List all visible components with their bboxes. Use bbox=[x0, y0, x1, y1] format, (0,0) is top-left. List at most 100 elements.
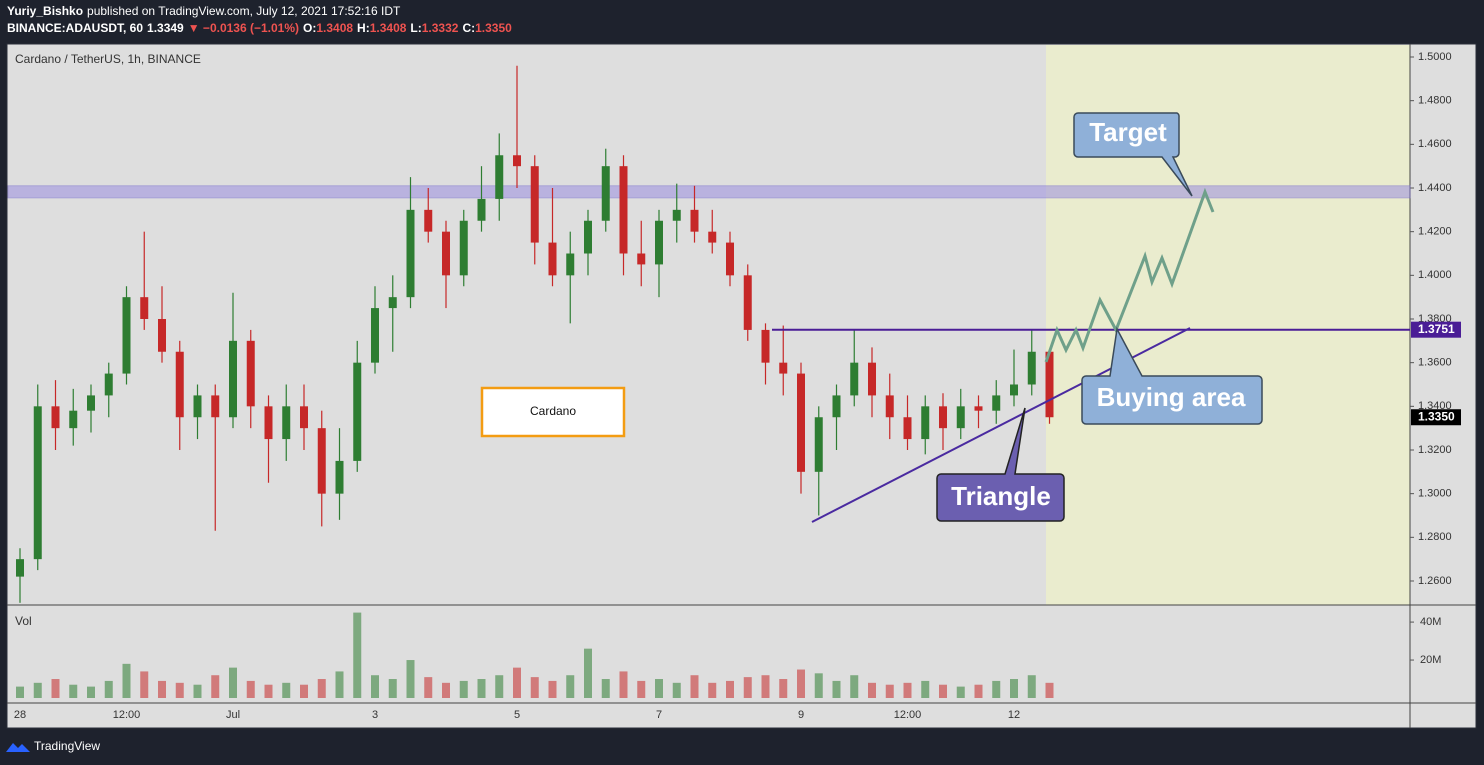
y-tick-label: 1.2800 bbox=[1418, 531, 1452, 543]
volume-bar bbox=[300, 684, 308, 698]
candle-body bbox=[229, 340, 237, 418]
volume-bar bbox=[566, 675, 575, 698]
change: ▼ −0.0136 (−1.01%) bbox=[188, 21, 299, 35]
ohlc-value: 1.3408 bbox=[370, 21, 407, 35]
volume-bar bbox=[87, 686, 95, 698]
volume-bar bbox=[371, 675, 379, 698]
candle-body bbox=[69, 410, 78, 429]
candle-body bbox=[868, 362, 876, 396]
candle-body bbox=[761, 329, 770, 363]
volume-bar bbox=[743, 677, 752, 698]
candle-body bbox=[158, 318, 166, 352]
volume-bar bbox=[442, 682, 450, 698]
candle-body bbox=[921, 406, 930, 440]
callout-text: Triangle bbox=[951, 481, 1051, 511]
volume-bar bbox=[353, 612, 362, 698]
volume-bar bbox=[548, 680, 557, 698]
y-tick-label: 1.3600 bbox=[1418, 357, 1452, 369]
cardano-label: Cardano bbox=[530, 404, 576, 418]
volume-bar bbox=[1045, 682, 1054, 698]
price-label-bg bbox=[1411, 321, 1461, 338]
volume-bar bbox=[33, 682, 42, 698]
candle-body bbox=[619, 166, 628, 254]
volume-bar bbox=[530, 677, 539, 698]
chart-title: Cardano / TetherUS, 1h, BINANCE bbox=[15, 52, 201, 66]
x-tick-label: 5 bbox=[514, 709, 520, 721]
volume-bar bbox=[406, 660, 415, 698]
candle-body bbox=[566, 253, 575, 276]
candle-body bbox=[353, 362, 362, 461]
candle-body bbox=[477, 198, 486, 221]
ohlc-value: 1.3408 bbox=[316, 21, 353, 35]
candle-body bbox=[726, 242, 734, 276]
y-tick-label: 1.3200 bbox=[1418, 444, 1452, 456]
candle-body bbox=[797, 373, 805, 472]
volume-bar bbox=[282, 682, 291, 698]
volume-bar bbox=[104, 680, 113, 698]
candle-body bbox=[584, 220, 592, 254]
volume-bar bbox=[708, 682, 717, 698]
callout-text: Buying area bbox=[1097, 382, 1246, 412]
volume-bar bbox=[761, 675, 770, 698]
volume-bar bbox=[264, 684, 273, 698]
volume-bar bbox=[921, 680, 930, 698]
x-tick-label: 12:00 bbox=[113, 709, 141, 721]
author: Yuriy_Bishko bbox=[7, 4, 83, 18]
volume-bar bbox=[69, 684, 78, 698]
candle-body bbox=[495, 155, 504, 199]
candle-body bbox=[992, 395, 1001, 411]
candle-body bbox=[388, 297, 397, 309]
candle-body bbox=[317, 428, 326, 494]
triangle-callout bbox=[936, 407, 1065, 522]
candle-body bbox=[672, 209, 681, 221]
volume-bar bbox=[939, 684, 947, 698]
volume-bar bbox=[122, 663, 131, 698]
volume-bar bbox=[850, 675, 859, 698]
candle-body bbox=[193, 395, 202, 418]
x-tick-label: 28 bbox=[14, 709, 26, 721]
candle-body bbox=[601, 166, 610, 221]
candle-body bbox=[51, 406, 60, 429]
candle-body bbox=[424, 209, 433, 232]
candle-body bbox=[300, 406, 308, 429]
ohlc-value: 1.3332 bbox=[422, 21, 459, 35]
volume-bar bbox=[956, 686, 965, 698]
y-tick-label: 1.4800 bbox=[1418, 95, 1452, 107]
candle-body bbox=[885, 395, 894, 418]
candle-body bbox=[814, 417, 823, 472]
y-tick-label: 20M bbox=[1420, 654, 1441, 666]
y-tick-label: 40M bbox=[1420, 616, 1441, 628]
candle-body bbox=[1027, 351, 1036, 385]
y-tick-label: 1.3000 bbox=[1418, 488, 1452, 500]
projection-path bbox=[1044, 187, 1215, 363]
volume-bar bbox=[424, 677, 433, 698]
volume-bar bbox=[158, 680, 166, 698]
x-tick-label: 12 bbox=[1008, 709, 1020, 721]
candle-body bbox=[939, 406, 947, 429]
volume-bar bbox=[779, 679, 788, 698]
cardano-label-box bbox=[480, 386, 626, 438]
candle-body bbox=[175, 351, 184, 418]
volume-bar bbox=[16, 686, 24, 698]
volume-bar bbox=[229, 667, 237, 698]
buying-callout bbox=[1081, 326, 1263, 425]
volume-bar bbox=[832, 680, 841, 698]
target-callout bbox=[1073, 112, 1193, 197]
candle-body bbox=[690, 209, 699, 232]
y-tick-label: 1.4000 bbox=[1418, 269, 1452, 281]
volume-bar bbox=[1010, 679, 1018, 698]
candle-body bbox=[779, 362, 788, 374]
x-tick-label: Jul bbox=[226, 709, 240, 721]
volume-bar bbox=[495, 675, 504, 698]
volume-bar bbox=[814, 673, 823, 698]
candle-body bbox=[530, 166, 539, 243]
symbol-line: BINANCE:ADAUSDT, 60 1.3349 ▼ −0.0136 (−1.0… bbox=[7, 21, 512, 35]
candle-body bbox=[246, 340, 255, 407]
candle-body bbox=[406, 209, 415, 298]
volume-bar bbox=[903, 682, 912, 698]
volume-bar bbox=[51, 679, 60, 698]
candle-body bbox=[459, 220, 468, 276]
candle-body bbox=[903, 417, 912, 440]
price-label: 1.3350 bbox=[1418, 409, 1455, 423]
